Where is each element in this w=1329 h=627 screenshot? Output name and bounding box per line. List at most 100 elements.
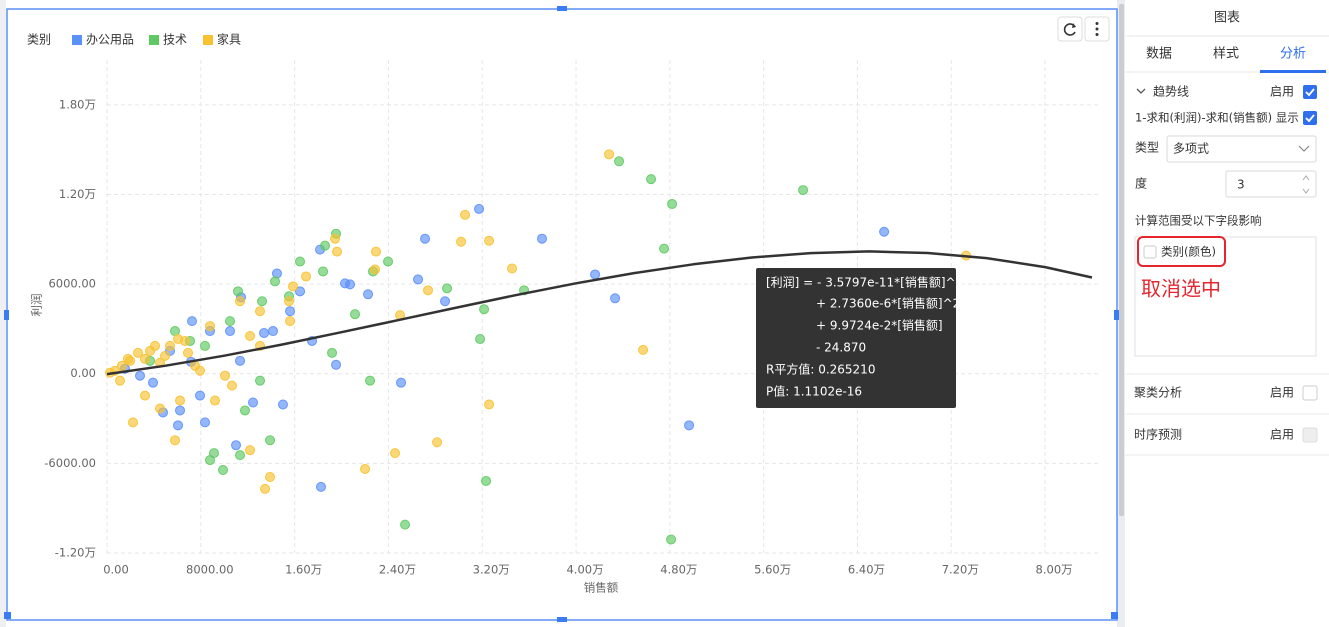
checkbox-checked[interactable] (1303, 111, 1317, 125)
tab-active[interactable]: 分析 (1280, 47, 1306, 62)
scatter-point (255, 306, 266, 317)
scatter-point (400, 519, 411, 530)
collapse-icon[interactable] (1136, 88, 1146, 94)
scatter-point (115, 375, 126, 386)
scatter-point (456, 236, 467, 247)
checkbox-checked[interactable] (1303, 85, 1317, 99)
scatter-point (638, 344, 649, 355)
checkbox-unchecked[interactable] (1143, 245, 1157, 259)
scatter-point (148, 377, 159, 388)
scatter-point (284, 296, 295, 307)
tab[interactable]: 数据 (1146, 47, 1172, 62)
scatter-point (413, 274, 424, 285)
scatter-point (295, 286, 306, 297)
scatter-point (432, 437, 443, 448)
scrollbar[interactable] (1119, 4, 1124, 516)
scatter-point (285, 306, 296, 317)
scatter-point (288, 281, 299, 292)
scatter-point (295, 256, 306, 267)
x-tick-label: 1.60万 (285, 563, 322, 577)
scatter-point (360, 464, 371, 475)
chart-toolbar (1057, 16, 1110, 42)
scatter-point (484, 399, 495, 410)
scatter-point (265, 435, 276, 446)
annotation: 取消选中 (1141, 277, 1221, 301)
scatter-point (218, 465, 229, 476)
scatter-point (537, 233, 548, 244)
scatter-point (610, 293, 621, 304)
scatter-point (396, 377, 407, 388)
scatter-point (255, 375, 266, 386)
scatter-point (327, 347, 338, 358)
scatter-point (345, 279, 356, 290)
panel-title: 图表 (1214, 11, 1240, 26)
degree-input[interactable] (1225, 170, 1317, 198)
scatter-point (123, 353, 134, 364)
x-tick-label: 5.60万 (754, 563, 791, 577)
select-value: 多项式 (1173, 142, 1209, 156)
tooltip-line: - 24.870 (816, 341, 866, 355)
section-label: 趋势线 (1153, 85, 1189, 99)
scatter-point (231, 440, 242, 451)
scope-label: 计算范围受以下字段影响 (1135, 214, 1262, 228)
scatter-point (135, 370, 146, 381)
scatter-point (604, 149, 615, 160)
tooltip-box (756, 268, 956, 408)
spinner[interactable] (1302, 175, 1310, 194)
check-mark (1305, 88, 1315, 97)
legend-title: 类别 (27, 33, 51, 47)
scatter-point (173, 420, 184, 431)
tab[interactable]: 样式 (1213, 47, 1239, 62)
scatter-point (233, 286, 244, 297)
select-arrow (1298, 145, 1310, 152)
refresh-icon (1063, 23, 1076, 36)
scatter-point (684, 420, 695, 431)
legend-swatch (149, 35, 159, 45)
scatter-point (235, 355, 246, 366)
scatter-point (646, 174, 657, 185)
y-tick-label: -6000.00 (44, 456, 96, 470)
scatter-point (365, 375, 376, 386)
scatter-point (175, 395, 186, 406)
refresh-arrow (1072, 23, 1076, 28)
trend-tooltip: [利润] = - 3.5797e-11*[销售额]^3 + 2.7360e-6*… (756, 268, 963, 408)
section-label: 时序预测 (1134, 427, 1182, 442)
field-label: 度 (1135, 176, 1147, 191)
scatter-point (879, 226, 890, 237)
checkbox-unchecked[interactable] (1302, 385, 1318, 401)
scatter-point (155, 403, 166, 414)
more-icon (1095, 22, 1099, 36)
resize-handles (4, 6, 1119, 622)
scatter-point (165, 340, 176, 351)
type-select[interactable] (1166, 135, 1317, 163)
scatter-point (227, 380, 238, 391)
scatter-point (659, 243, 670, 254)
scatter-point (370, 264, 381, 275)
tooltip-line: [利润] = - 3.5797e-11*[销售额]^3 (766, 275, 963, 290)
scatter-point (200, 340, 211, 351)
tooltip-line: R平方值: 0.265210 (766, 362, 875, 377)
tooltip-line: P值: 1.1102e-16 (766, 384, 862, 399)
x-tick-label: 8.00万 (1036, 563, 1073, 577)
tooltip-line: + 2.7360e-6*[销售额]^2 (816, 296, 960, 311)
scatter-point (590, 269, 601, 280)
scatter-point (320, 240, 331, 251)
refresh-button[interactable] (1057, 16, 1083, 42)
scatter-point (460, 209, 471, 220)
x-axis-label: 销售额 (584, 581, 619, 595)
highlight-box (1137, 236, 1226, 267)
scatter-point (315, 481, 326, 492)
input-value: 3 (1237, 178, 1245, 192)
scatter-point (259, 328, 270, 339)
scatter-point (390, 448, 401, 459)
scatter-point (484, 235, 495, 246)
field-label: 类型 (1135, 141, 1159, 155)
enable-label: 启用 (1270, 85, 1294, 99)
scatter-point (170, 435, 181, 446)
tab-underline (1260, 70, 1326, 73)
scatter-point (318, 266, 329, 277)
scatter-point (277, 399, 288, 410)
y-tick-label: 6000.00 (48, 277, 96, 291)
scatter-point (442, 283, 453, 294)
